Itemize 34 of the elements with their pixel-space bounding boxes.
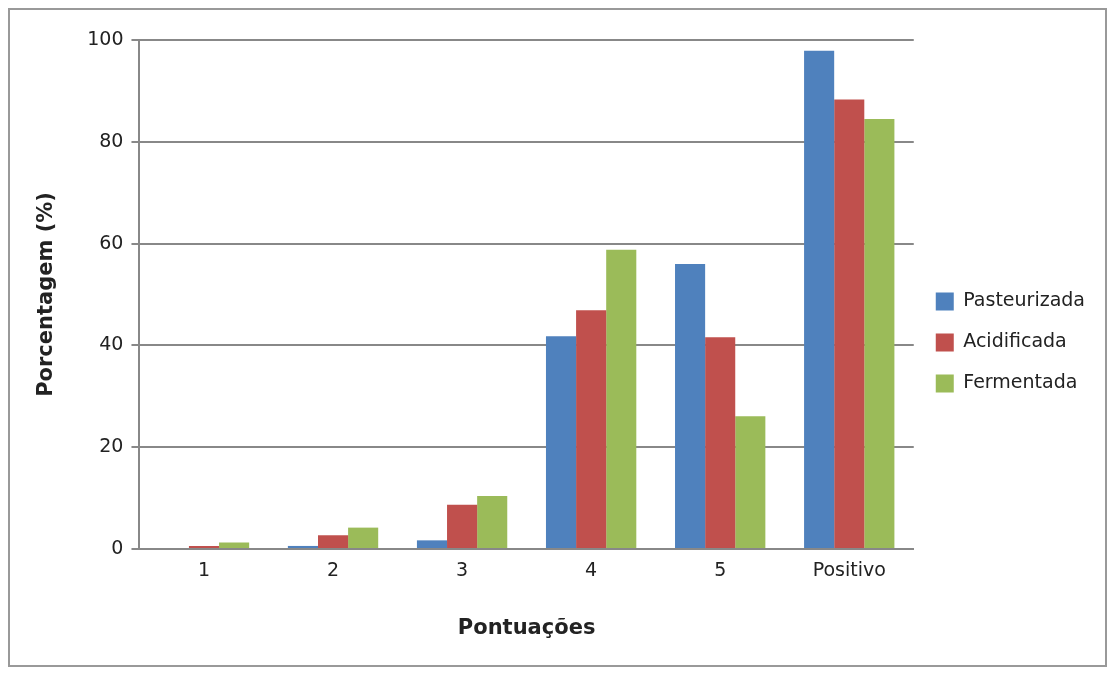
y-tick-label: 100 bbox=[87, 26, 124, 49]
bar bbox=[188, 545, 220, 548]
x-tick-label: 5 bbox=[714, 558, 727, 581]
x-tick-label: Positivo bbox=[812, 558, 886, 581]
y-tick-label: 60 bbox=[99, 230, 124, 253]
y-tick-label: 80 bbox=[99, 128, 124, 151]
legend-label: Pasteurizada bbox=[963, 288, 1086, 311]
bar bbox=[864, 118, 895, 548]
bar bbox=[576, 310, 607, 548]
legend-label: Fermentada bbox=[963, 370, 1078, 393]
x-tick-label: 3 bbox=[456, 558, 469, 581]
x-tick-label: 2 bbox=[326, 558, 340, 581]
bar bbox=[675, 263, 706, 548]
bar bbox=[834, 99, 865, 548]
legend-label: Acidificada bbox=[963, 329, 1067, 352]
bar bbox=[287, 545, 318, 548]
bar bbox=[219, 542, 250, 548]
bar bbox=[804, 50, 835, 548]
bar bbox=[735, 416, 766, 548]
bar bbox=[317, 535, 349, 548]
bar bbox=[606, 249, 637, 548]
bar bbox=[416, 540, 448, 548]
y-tick-label: 0 bbox=[111, 535, 124, 558]
bar bbox=[477, 496, 508, 548]
bar bbox=[348, 527, 379, 548]
x-tick-label: 4 bbox=[585, 558, 598, 581]
y-axis-title: Porcentagem (%) bbox=[33, 192, 58, 397]
x-tick-label: 1 bbox=[197, 558, 211, 581]
y-tick-label: 20 bbox=[99, 434, 124, 457]
bar bbox=[705, 337, 736, 548]
x-axis-title: Pontuações bbox=[457, 614, 596, 639]
y-tick-label: 40 bbox=[99, 332, 124, 355]
bar bbox=[545, 336, 577, 548]
bar bbox=[447, 504, 478, 548]
